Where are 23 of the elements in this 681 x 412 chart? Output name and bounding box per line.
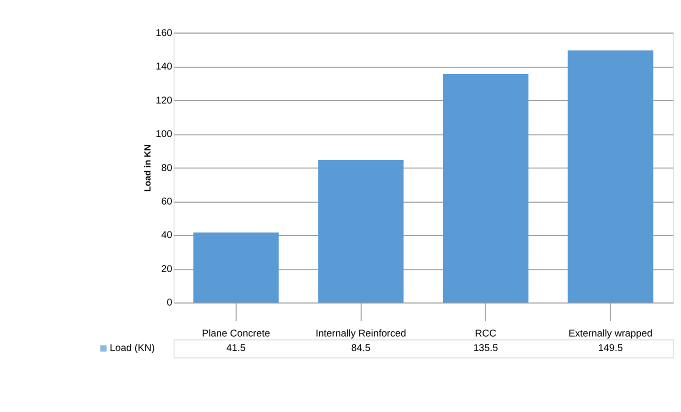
y-tick-label: 20: [161, 264, 173, 275]
y-tick-label: 80: [161, 162, 173, 174]
y-axis-title: Load in KN: [142, 144, 152, 192]
bar: [318, 160, 404, 303]
y-tick-label: 120: [156, 95, 173, 106]
y-tick-label: 140: [156, 62, 173, 73]
bar: [568, 50, 654, 303]
data-label: 84.5: [351, 343, 371, 354]
y-tick-label: 60: [161, 196, 173, 208]
bar: [193, 232, 279, 303]
bar: [442, 74, 528, 303]
data-label: 41.5: [226, 343, 246, 354]
data-label: 135.5: [473, 343, 499, 354]
y-tick-label: 100: [156, 129, 173, 140]
x-tick-label: Plane Concrete: [202, 328, 271, 340]
legend-label: Load (KN): [110, 343, 155, 354]
x-tick-label: Internally Reinforced: [316, 328, 406, 340]
y-tick-label: 40: [161, 230, 173, 242]
x-tick-label: RCC: [474, 328, 496, 340]
data-label: 149.5: [598, 343, 624, 354]
x-tick-label: Externally wrapped: [568, 328, 652, 340]
y-tick-label: 0: [166, 298, 173, 309]
y-tick-label: 160: [156, 28, 173, 39]
